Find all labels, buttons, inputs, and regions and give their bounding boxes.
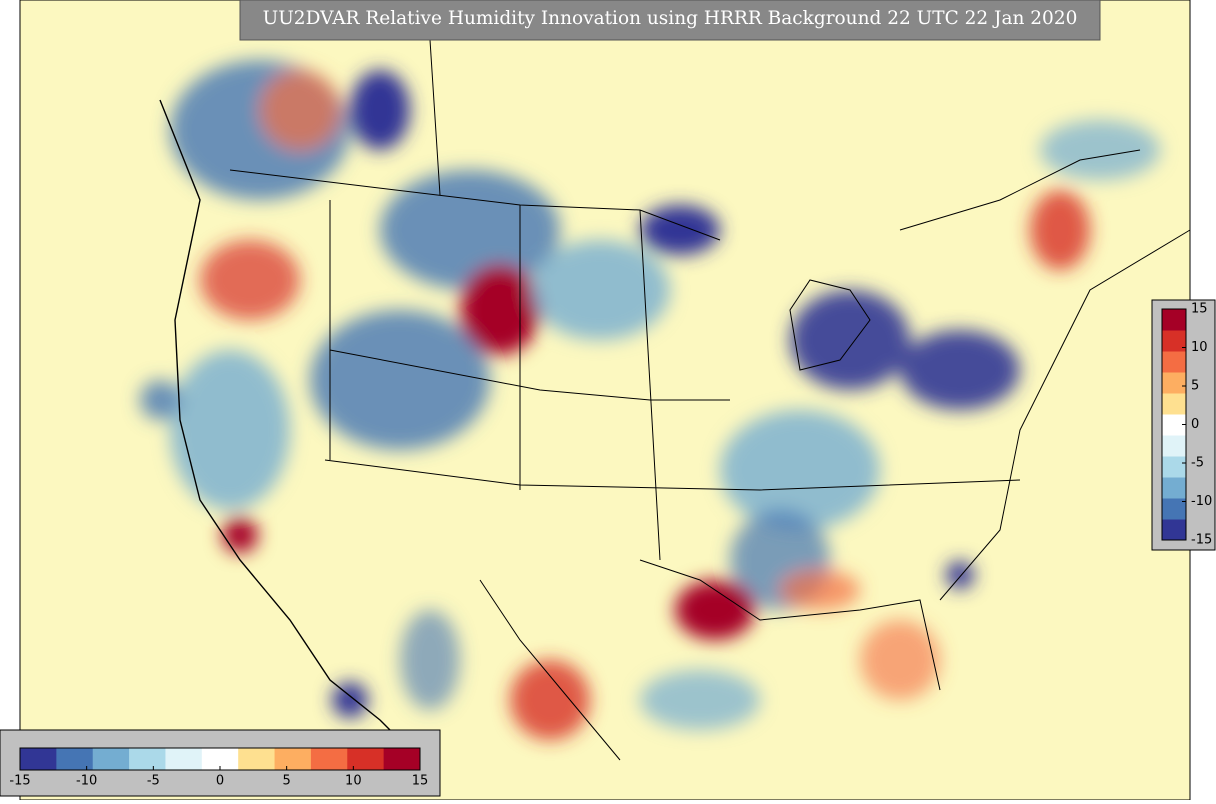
colorbar-tick-label: 10 <box>345 774 362 789</box>
colorbar-tick-label: 10 <box>1191 340 1208 355</box>
colorbar-segment <box>1162 372 1186 394</box>
colorbar-tick-label: -10 <box>1191 494 1212 509</box>
colorbar-tick-label: -5 <box>1191 456 1204 471</box>
colorbar-tick-label: -5 <box>147 774 160 789</box>
colorbar-segment <box>1162 393 1186 415</box>
colorbar-segment <box>1162 477 1186 499</box>
colorbar-segment <box>1162 435 1186 457</box>
map <box>19 0 1191 801</box>
colorbar-segment <box>1162 414 1186 436</box>
colorbar-bottom: -15 -10 -5 0 5 10 15 <box>0 729 441 797</box>
colorbar-segment <box>1162 519 1186 541</box>
colorbar-tick-label: 0 <box>216 774 224 789</box>
colorbar-tick-label: 15 <box>412 774 429 789</box>
colorbar-segment <box>347 748 385 770</box>
colorbar-segment <box>1162 330 1186 352</box>
colorbar-segment <box>20 748 57 770</box>
colorbar-segment <box>238 748 276 770</box>
colorbar-tick-label: 0 <box>1191 417 1199 432</box>
colorbar-segment <box>1162 498 1186 520</box>
colorbar-segment <box>129 748 166 770</box>
colorbar-tick-label: -15 <box>1191 533 1212 548</box>
colorbar-segment <box>201 748 239 770</box>
colorbar-segment <box>310 748 348 770</box>
colorbar-segment <box>56 748 94 770</box>
colorbar-segment <box>92 748 130 770</box>
title-background <box>239 0 1101 41</box>
colorbar-segment <box>1162 309 1186 331</box>
colorbar-right: 15 10 5 0 -5 -10 -15 <box>1151 299 1216 551</box>
colorbar-segment <box>1162 351 1186 373</box>
boundaries <box>159 39 1191 761</box>
colorbar-tick-label: -10 <box>76 774 97 789</box>
colorbar-tick-label: 15 <box>1191 302 1208 317</box>
colorbar-tick-label: -15 <box>9 774 30 789</box>
title-box: UU2DVAR Relative Humidity Innovation usi… <box>239 0 1101 41</box>
colorbar-segment <box>1162 456 1186 478</box>
colorbar-segment <box>383 748 421 770</box>
colorbar-segment <box>274 748 312 770</box>
colorbar-tick-label: 5 <box>1191 379 1199 394</box>
colorbar-tick-label: 5 <box>283 774 291 789</box>
title: UU2DVAR Relative Humidity Innovation usi… <box>263 8 1078 29</box>
colorbar-segment <box>165 748 203 770</box>
